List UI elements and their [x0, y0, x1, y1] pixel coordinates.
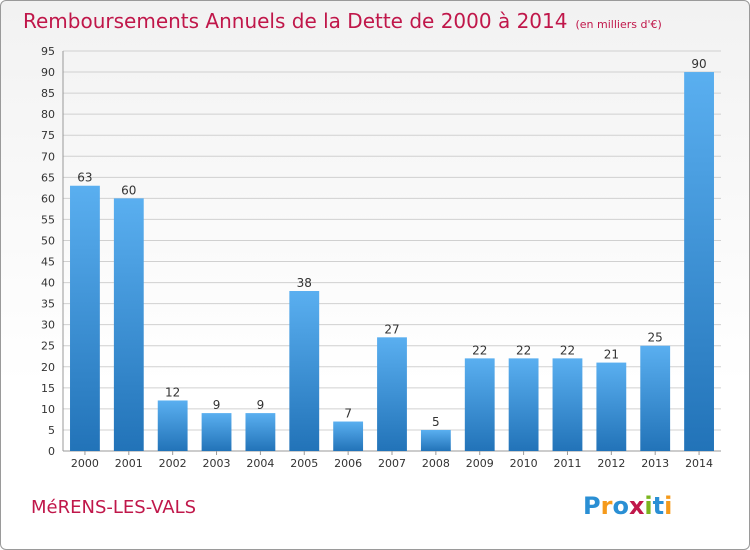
- x-tick-label: 2004: [246, 457, 274, 470]
- logo-letter: P: [583, 492, 601, 520]
- y-tick-label: 75: [41, 129, 55, 142]
- y-tick-label: 15: [41, 382, 55, 395]
- data-label: 90: [691, 57, 706, 71]
- bar: [596, 362, 627, 451]
- bar: [333, 421, 364, 451]
- x-tick-label: 2014: [685, 457, 713, 470]
- bar-chart: 0510152025303540455055606570758085909563…: [41, 45, 721, 470]
- bar: [464, 358, 495, 451]
- data-label: 63: [77, 171, 92, 185]
- chart-title: Remboursements Annuels de la Dette de 20…: [23, 9, 662, 33]
- x-tick-label: 2013: [641, 457, 669, 470]
- bar: [113, 198, 144, 451]
- x-tick-label: 2000: [71, 457, 99, 470]
- data-label: 27: [384, 322, 399, 336]
- bar: [201, 413, 232, 451]
- y-tick-label: 65: [41, 171, 55, 184]
- logo-letter: i: [644, 492, 653, 520]
- y-tick-label: 55: [41, 213, 55, 226]
- data-label: 38: [297, 276, 312, 290]
- commune-name: MéRENS-LES-VALS: [31, 497, 197, 518]
- x-tick-label: 2009: [466, 457, 494, 470]
- bar: [70, 185, 100, 451]
- y-tick-label: 90: [41, 66, 55, 79]
- data-label: 21: [604, 348, 619, 362]
- y-tick-label: 30: [41, 319, 55, 332]
- y-tick-label: 10: [41, 403, 55, 416]
- bar: [377, 337, 407, 451]
- y-tick-label: 45: [41, 256, 55, 269]
- data-label: 60: [121, 183, 136, 197]
- logo-letter: o: [612, 492, 629, 520]
- x-tick-label: 2008: [422, 457, 450, 470]
- y-tick-label: 80: [41, 108, 55, 121]
- data-label: 9: [257, 398, 265, 412]
- bar: [289, 291, 320, 451]
- y-tick-label: 50: [41, 234, 55, 247]
- logo-letter: x: [628, 492, 645, 520]
- logo-letter: t: [652, 492, 665, 520]
- y-tick-label: 25: [41, 340, 55, 353]
- y-tick-label: 95: [41, 45, 55, 58]
- x-tick-label: 2006: [334, 457, 362, 470]
- data-label: 9: [213, 398, 221, 412]
- y-tick-label: 60: [41, 192, 55, 205]
- data-label: 7: [344, 407, 352, 421]
- bar: [157, 400, 188, 451]
- logo-letter: r: [600, 492, 613, 520]
- y-tick-label: 35: [41, 298, 55, 311]
- x-tick-label: 2011: [553, 457, 581, 470]
- x-tick-label: 2007: [378, 457, 406, 470]
- x-tick-label: 2003: [203, 457, 231, 470]
- bar: [640, 345, 671, 451]
- bar: [552, 358, 583, 451]
- y-tick-label: 40: [41, 277, 55, 290]
- x-tick-label: 2002: [159, 457, 187, 470]
- y-tick-label: 85: [41, 87, 55, 100]
- logo-letter: i: [664, 492, 673, 520]
- y-tick-label: 0: [48, 445, 55, 458]
- bar: [508, 358, 539, 451]
- y-tick-label: 5: [48, 424, 55, 437]
- x-tick-label: 2001: [115, 457, 143, 470]
- bar: [420, 429, 451, 451]
- data-label: 12: [165, 385, 180, 399]
- title-unit: (en milliers d'€): [575, 18, 662, 31]
- data-label: 22: [560, 343, 575, 357]
- y-tick-label: 70: [41, 150, 55, 163]
- x-tick-label: 2010: [510, 457, 538, 470]
- y-tick-label: 20: [41, 361, 55, 374]
- bar: [684, 72, 714, 451]
- proxiti-logo: Proxiti: [583, 492, 672, 520]
- data-label: 25: [648, 331, 663, 345]
- title-text: Remboursements Annuels de la Dette de 20…: [23, 9, 568, 33]
- data-label: 22: [472, 343, 487, 357]
- x-tick-label: 2012: [597, 457, 625, 470]
- data-label: 5: [432, 415, 440, 429]
- data-label: 22: [516, 343, 531, 357]
- bar: [245, 413, 276, 451]
- x-tick-label: 2005: [290, 457, 318, 470]
